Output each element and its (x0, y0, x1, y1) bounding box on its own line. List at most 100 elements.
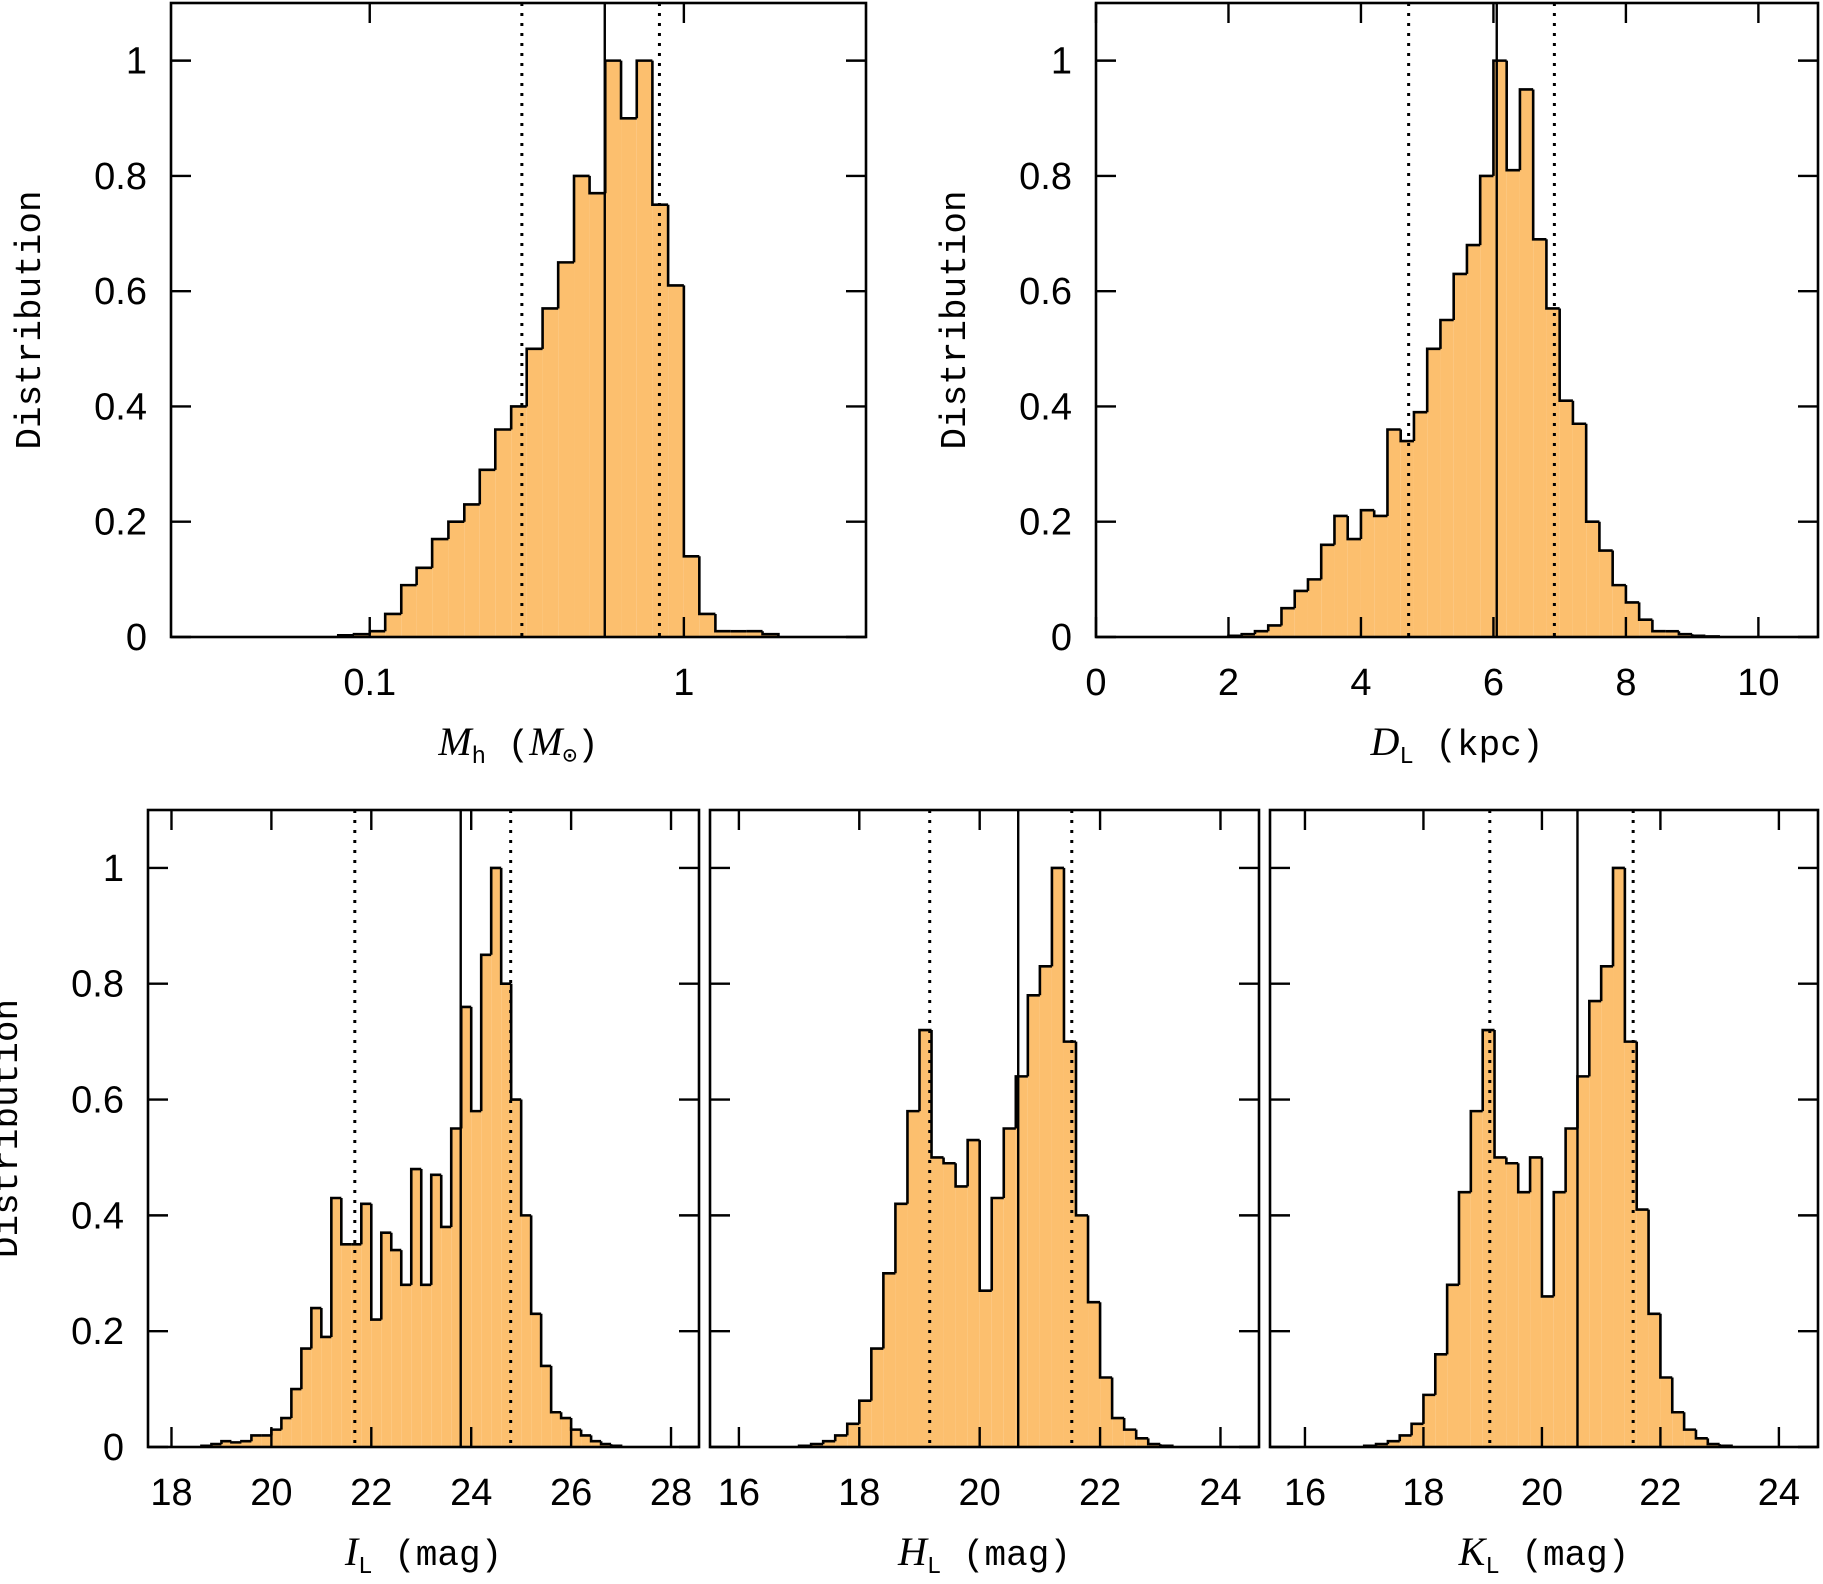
bar (1652, 631, 1666, 637)
x-axis-label: HL (mag) (897, 1529, 1071, 1581)
y-tick-label: 1 (103, 848, 124, 890)
bar-outline (1134, 1429, 1149, 1440)
bar (1413, 412, 1428, 637)
bar-outline (599, 1441, 612, 1446)
bar (581, 1435, 592, 1447)
bar (1684, 1429, 1696, 1447)
bar (591, 1441, 602, 1447)
bar (730, 631, 747, 637)
x-axis-label-part: I (344, 1529, 360, 1574)
bar-outline (539, 1313, 552, 1368)
bar (291, 1389, 302, 1447)
bar-outline (409, 1167, 422, 1285)
bar-outline (930, 1030, 944, 1159)
bar-outline (1433, 1353, 1448, 1395)
bar (1466, 245, 1481, 637)
bar-outline (1531, 89, 1547, 241)
x-tick-label: 28 (650, 1472, 692, 1514)
bar (636, 60, 653, 638)
bar (1672, 1412, 1685, 1447)
bar-outline (310, 1306, 322, 1349)
x-tick-label: 18 (838, 1472, 880, 1514)
bar-outline (1346, 515, 1361, 541)
bar-outline (1690, 634, 1706, 638)
bar-outline (1074, 1041, 1089, 1217)
bar-outline (579, 1429, 592, 1437)
y-tick-label: 0.4 (94, 386, 147, 428)
x-tick-label: 4 (1350, 662, 1371, 704)
y-tick-label: 0.8 (94, 156, 147, 198)
x-tick-label: 20 (250, 1472, 292, 1514)
bar-outline (588, 175, 606, 195)
bar (1374, 515, 1388, 637)
bar-outline (429, 1173, 442, 1285)
x-axis-label-part: ⊙ (563, 744, 577, 771)
bar-outline (1280, 606, 1295, 626)
bar-outline (240, 1439, 252, 1443)
bar (391, 1250, 402, 1447)
bar (1387, 1441, 1400, 1447)
bar (411, 1169, 422, 1447)
x-tick-label: 8 (1615, 662, 1636, 704)
bar-outline (1122, 1418, 1137, 1431)
bar-outline (1386, 428, 1401, 516)
bar-outline (1050, 866, 1064, 967)
bar-outline (1422, 1393, 1436, 1424)
bar-outline (439, 1174, 452, 1229)
bar (871, 1348, 884, 1447)
bar-outline (1599, 965, 1614, 1002)
bar (461, 1006, 472, 1447)
x-tick-label: 20 (959, 1472, 1001, 1514)
bar-outline (966, 1138, 980, 1187)
bar-outline (1240, 632, 1255, 636)
bar (401, 1284, 412, 1447)
bar-outline (682, 285, 700, 558)
panel: 0 2 4 6 8 10 0 0.2 0.4 0.6 0.8 1 Distribution DL (kpc… (935, 1, 1820, 771)
x-tick-label: 20 (1521, 1472, 1563, 1514)
bar-outline (1002, 1127, 1016, 1198)
bar-outline (1146, 1438, 1161, 1446)
x-tick-label: 6 (1483, 662, 1504, 704)
bar-outline (352, 632, 370, 636)
bar (1639, 619, 1653, 637)
x-tick-label: 24 (450, 1472, 492, 1514)
bar (1063, 1041, 1076, 1447)
bar (715, 631, 731, 637)
bar-outline (1518, 88, 1534, 171)
bar-outline (210, 1442, 222, 1446)
bar (1530, 1157, 1542, 1447)
bar-outline (870, 1347, 884, 1401)
bar-outline (449, 1127, 462, 1227)
bar (1625, 602, 1640, 637)
bar (471, 1111, 482, 1447)
bar (331, 1197, 342, 1447)
x-axis-label-part: (kpc) (1414, 725, 1544, 766)
bar-outline (529, 1215, 542, 1316)
bar (1559, 400, 1573, 637)
x-axis-label-part: (mag) (1500, 1535, 1630, 1576)
bar-outline (666, 204, 684, 287)
bar (1518, 1192, 1531, 1447)
bar-outline (389, 1232, 402, 1252)
x-tick-label: 22 (1079, 1472, 1121, 1514)
bar (1347, 539, 1361, 637)
bar (746, 631, 763, 637)
bar (1148, 1444, 1161, 1447)
bar-outline (821, 1439, 836, 1445)
bar (1307, 579, 1322, 637)
bar-outline (1439, 318, 1454, 349)
bar-outline (1469, 1109, 1483, 1193)
x-axis-label-part: K (1458, 1529, 1488, 1574)
x-tick-label: 16 (1284, 1472, 1326, 1514)
bar-outline (954, 1163, 968, 1188)
bar (1254, 631, 1269, 637)
x-tick-label: 0 (1085, 662, 1106, 704)
y-tick-label: 1 (126, 41, 147, 83)
y-tick-label: 0.8 (1019, 156, 1072, 198)
bar (1494, 1157, 1507, 1447)
y-tick-label: 0.2 (94, 502, 147, 544)
bar (1136, 1438, 1149, 1447)
bar (211, 1444, 222, 1447)
bar-outline (1659, 1313, 1673, 1379)
